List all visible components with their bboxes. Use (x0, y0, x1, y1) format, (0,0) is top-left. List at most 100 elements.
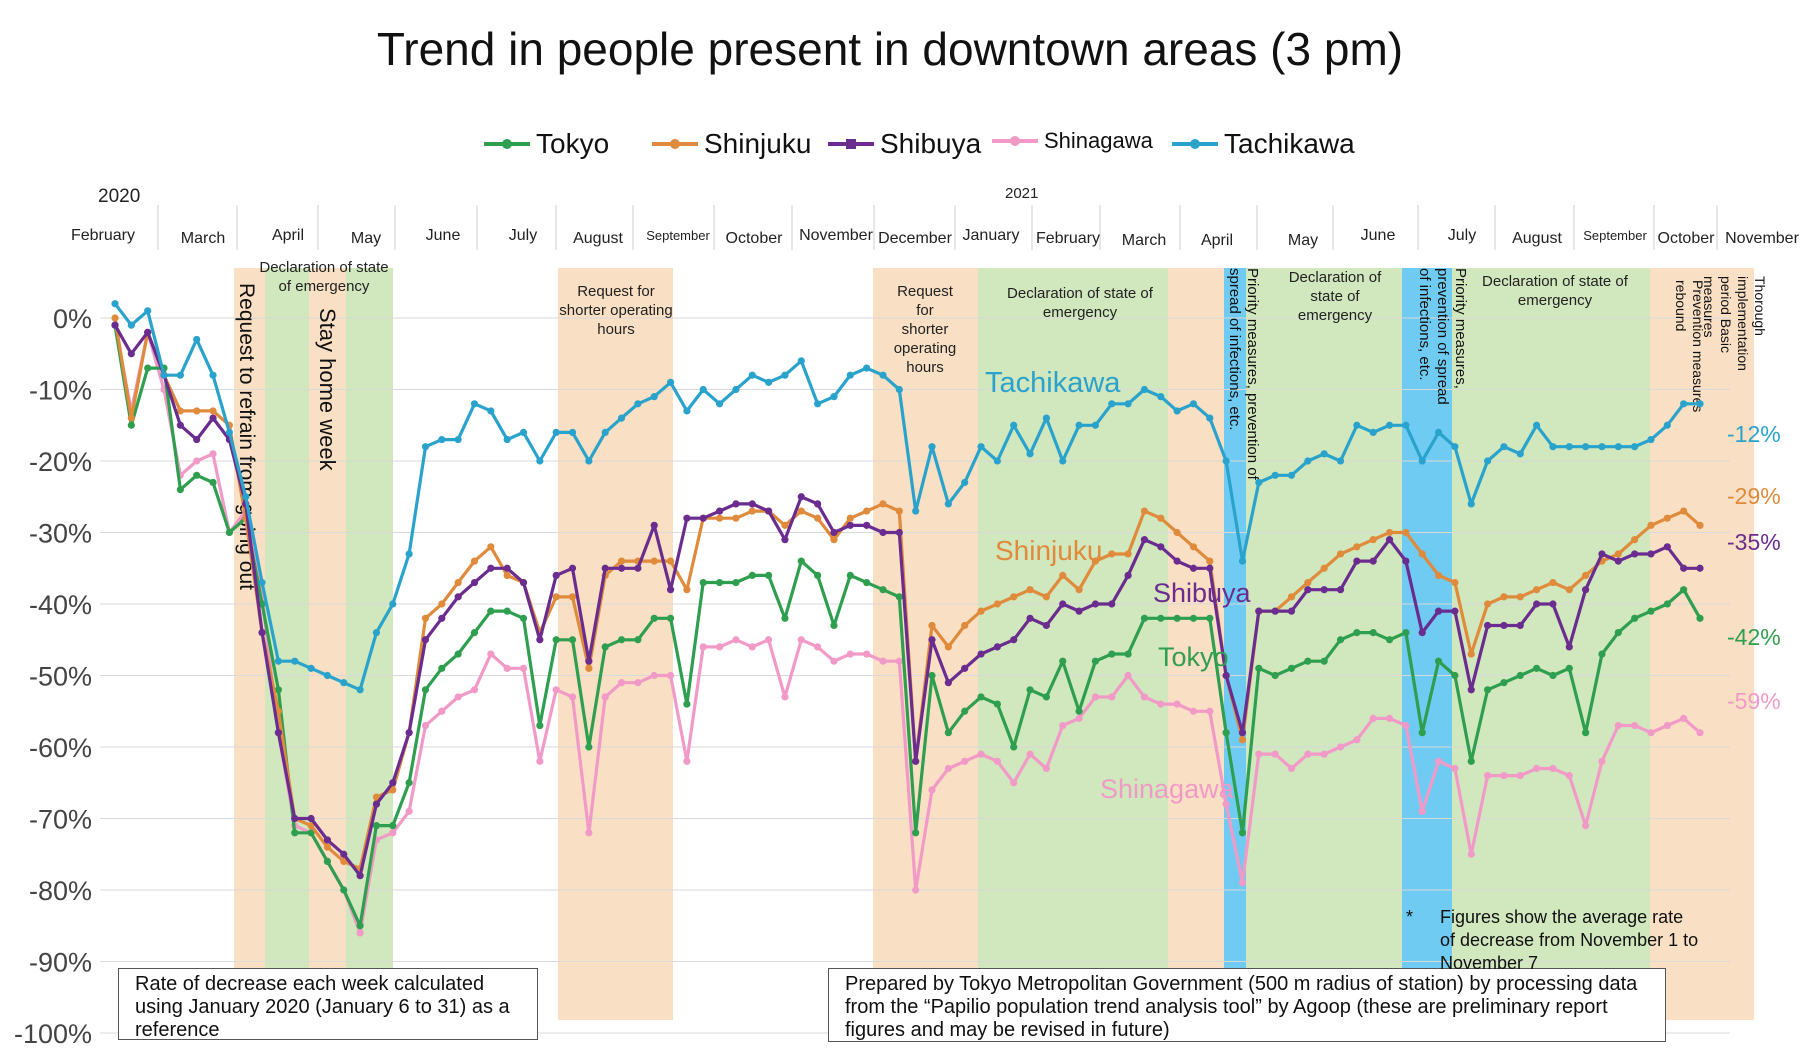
data-point-tokyo (1696, 614, 1704, 622)
data-point-shinagawa (209, 450, 217, 458)
data-point-tachikawa (242, 493, 250, 501)
data-point-shinjuku (487, 543, 495, 551)
data-point-shinjuku (1353, 543, 1361, 551)
data-point-shibuya (928, 636, 936, 644)
data-point-shinagawa (487, 650, 495, 658)
year-label: 2021 (1005, 185, 1038, 202)
data-point-shinjuku (1189, 543, 1198, 551)
data-point-tokyo (977, 693, 985, 701)
data-point-shinagawa (1173, 700, 1181, 708)
data-point-shinagawa (1467, 850, 1475, 858)
month-label: September (1583, 228, 1647, 243)
data-point-shinjuku (1647, 521, 1655, 529)
data-point-shinjuku (340, 857, 348, 866)
data-point-shinjuku (1565, 586, 1573, 594)
data-point-shibuya (1532, 600, 1541, 608)
data-point-shibuya (1467, 686, 1475, 694)
inline-label-tachikawa: Tachikawa (985, 367, 1121, 399)
legend-swatch-shinjuku (652, 139, 698, 149)
data-point-shinagawa (1075, 714, 1083, 723)
data-point-tachikawa (1287, 471, 1296, 479)
series-line-tachikawa (113, 302, 1700, 692)
data-point-shibuya (650, 521, 658, 529)
data-point-tokyo (1647, 607, 1655, 615)
inline-label-shinagawa: Shinagawa (1100, 774, 1235, 804)
legend-swatch-tachikawa (1172, 139, 1218, 149)
data-point-shibuya (1631, 550, 1639, 558)
data-point-shibuya (585, 657, 593, 665)
data-point-shibuya (1091, 600, 1100, 608)
data-point-tachikawa (193, 335, 201, 344)
data-point-shibuya (1189, 564, 1198, 572)
period-label: Request for shorter operating hours (894, 283, 957, 376)
data-point-tachikawa (1124, 400, 1132, 408)
data-point-tachikawa (928, 443, 936, 451)
data-point-shibuya (797, 493, 805, 501)
data-point-tokyo (1091, 657, 1100, 665)
data-point-tokyo (781, 614, 789, 622)
end-label: -59% (1727, 688, 1781, 714)
data-point-tachikawa (274, 657, 283, 665)
data-point-shinagawa (797, 636, 805, 644)
data-point-tachikawa (258, 578, 266, 587)
month-label: August (1512, 230, 1562, 247)
data-point-shinagawa (503, 664, 511, 672)
data-point-tachikawa (1434, 428, 1443, 436)
data-point-tachikawa (1320, 450, 1328, 458)
data-point-shibuya (1680, 564, 1688, 572)
data-point-shibuya (879, 528, 887, 537)
month-label: June (426, 227, 461, 244)
data-point-tokyo (765, 571, 773, 580)
month-label: March (181, 230, 225, 247)
period-band (1402, 268, 1452, 1020)
data-point-tachikawa (144, 307, 152, 315)
data-point-shinjuku (1663, 514, 1671, 522)
y-tick-label: -10% (29, 376, 92, 406)
data-point-shinagawa (895, 657, 903, 665)
data-point-shibuya (1614, 557, 1622, 565)
data-point-tokyo (830, 621, 838, 630)
data-point-shinagawa (699, 643, 707, 651)
data-point-tokyo (912, 829, 920, 837)
data-point-shibuya (1157, 543, 1165, 551)
data-point-tokyo (323, 857, 332, 866)
data-point-shinjuku (1614, 550, 1622, 558)
data-point-tokyo (895, 593, 903, 601)
data-point-tachikawa (993, 457, 1001, 465)
data-point-shibuya (405, 729, 413, 737)
data-point-tachikawa (389, 600, 397, 608)
data-point-shibuya (356, 872, 364, 880)
data-point-tokyo (356, 922, 364, 930)
data-point-tachikawa (1483, 457, 1492, 465)
y-tick-label: -80% (29, 876, 92, 906)
y-tick-label: -70% (29, 805, 92, 835)
data-point-shibuya (1336, 586, 1345, 594)
legend-item-shinjuku: Shinjuku (652, 128, 811, 160)
data-point-shinagawa (666, 671, 675, 680)
data-point-tachikawa (814, 400, 822, 408)
data-point-shinjuku (1140, 507, 1149, 515)
data-point-shibuya (634, 564, 642, 572)
data-point-shinjuku (1320, 564, 1328, 572)
data-point-tokyo (797, 557, 805, 565)
legend-item-tokyo: Tokyo (484, 128, 609, 160)
data-point-tokyo (863, 578, 871, 587)
data-point-tachikawa (1647, 435, 1655, 444)
data-point-tachikawa (1532, 421, 1541, 429)
data-point-tokyo (209, 478, 217, 487)
data-point-tachikawa (1140, 385, 1149, 394)
data-point-tachikawa (715, 400, 724, 408)
data-point-shinjuku (617, 557, 626, 565)
data-point-shibuya (1238, 729, 1247, 737)
data-point-tachikawa (1271, 471, 1279, 479)
data-point-tokyo (405, 779, 413, 787)
data-point-shinagawa (1565, 772, 1573, 780)
data-point-shinagawa (1532, 764, 1541, 773)
end-label: -12% (1727, 421, 1781, 447)
data-point-tachikawa (1467, 500, 1475, 508)
data-point-shibuya (503, 564, 511, 572)
legend-item-shinagawa: Shinagawa (992, 128, 1153, 154)
data-point-tokyo (1434, 657, 1443, 665)
data-point-tachikawa (879, 371, 887, 379)
period-band (978, 268, 1168, 1020)
